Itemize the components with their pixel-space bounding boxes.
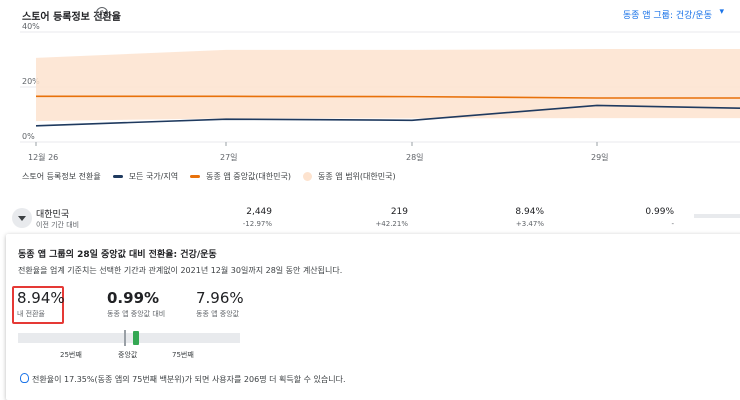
- benchmark-detail-card: [6, 234, 740, 400]
- cell-change: +3.47%: [515, 220, 544, 228]
- series-line-all-countries: [35, 104, 740, 127]
- legend-label-peer-median: 동종 앱 중앙값(대한민국): [206, 172, 292, 181]
- legend-swatch-peer-median: [190, 175, 201, 178]
- median-tick: [124, 330, 126, 346]
- legend-label-all-countries: 모든 국가/지역: [128, 172, 179, 181]
- legend-label-peer-range: 동종 앱 범위(대한민국): [318, 172, 396, 181]
- cell-value: 8.94%: [515, 207, 544, 217]
- peer-group-dropdown[interactable]: 동종 앱 그룹: 건강/운동: [622, 11, 712, 21]
- legend-title: 스토어 등록정보 전환율: [22, 172, 101, 181]
- series-line-peer-median: [36, 95, 740, 99]
- x-tick-label: 12월 26: [28, 152, 58, 162]
- peer-median-label: 동종 앱 중앙값: [196, 310, 240, 318]
- chart-legend: 스토어 등록정보 전환율 모든 국가/지역 동종 앱 중앙값(대한민국) 동종 …: [22, 171, 396, 182]
- cell-value: 219: [390, 207, 408, 217]
- cell-change: -: [671, 220, 674, 228]
- vs-median-label: 동종 앱 중앙값 대비: [107, 310, 166, 318]
- chevron-down-icon[interactable]: ▾: [719, 7, 724, 17]
- help-icon[interactable]: ?: [96, 7, 108, 19]
- median-label: 중앙값: [118, 351, 138, 359]
- country-name: 대한민국: [36, 210, 70, 220]
- y-tick-label: 20%: [22, 77, 40, 86]
- percentile-track: [18, 333, 240, 343]
- cell-change: -12.97%: [242, 220, 272, 228]
- my-position-marker: [132, 331, 139, 345]
- prev-period-label: 이전 기간 대비: [36, 221, 80, 229]
- x-tick-label: 29일: [591, 153, 609, 162]
- detail-title: 동종 앱 그룹의 28일 중앙값 대비 전환율: 건강/운동: [18, 250, 217, 260]
- y-tick-label: 0%: [22, 132, 35, 141]
- cell-value: 2,449: [246, 207, 272, 217]
- peer-range-band: [36, 49, 740, 122]
- collapse-row-button[interactable]: [12, 208, 32, 228]
- row-mini-bar: [694, 214, 740, 218]
- conversion-chart: 40% 20% 0% 12월 26 27일 28일 29일: [20, 22, 740, 162]
- p25-label: 25번째: [60, 351, 82, 359]
- x-tick-label: 28일: [406, 153, 424, 162]
- peer-median-value: 7.96%: [196, 289, 244, 307]
- detail-description: 전환율을 업계 기준치는 선택한 기간과 관계없이 2021년 12월 30일까…: [18, 266, 343, 275]
- cell-change: +42.21%: [375, 220, 408, 228]
- cell-value: 0.99%: [645, 207, 674, 217]
- my-conversion-value: 8.94%: [17, 289, 65, 307]
- legend-swatch-peer-range: [303, 172, 313, 181]
- highlight-box: [12, 286, 64, 324]
- x-tick-label: 27일: [220, 153, 238, 162]
- y-tick-label: 40%: [22, 22, 40, 31]
- page-title: 스토어 등록정보 전환율: [22, 12, 121, 23]
- my-conversion-label: 내 전환율: [17, 310, 45, 318]
- legend-swatch-all-countries: [112, 175, 123, 178]
- insight-text: 전환율이 17.35%(동종 앱의 75번째 백분위)가 되면 사용자를 206…: [32, 375, 346, 384]
- p75-label: 75번째: [172, 351, 194, 359]
- lightbulb-icon: [20, 373, 29, 383]
- vs-median-value: 0.99%: [107, 289, 160, 307]
